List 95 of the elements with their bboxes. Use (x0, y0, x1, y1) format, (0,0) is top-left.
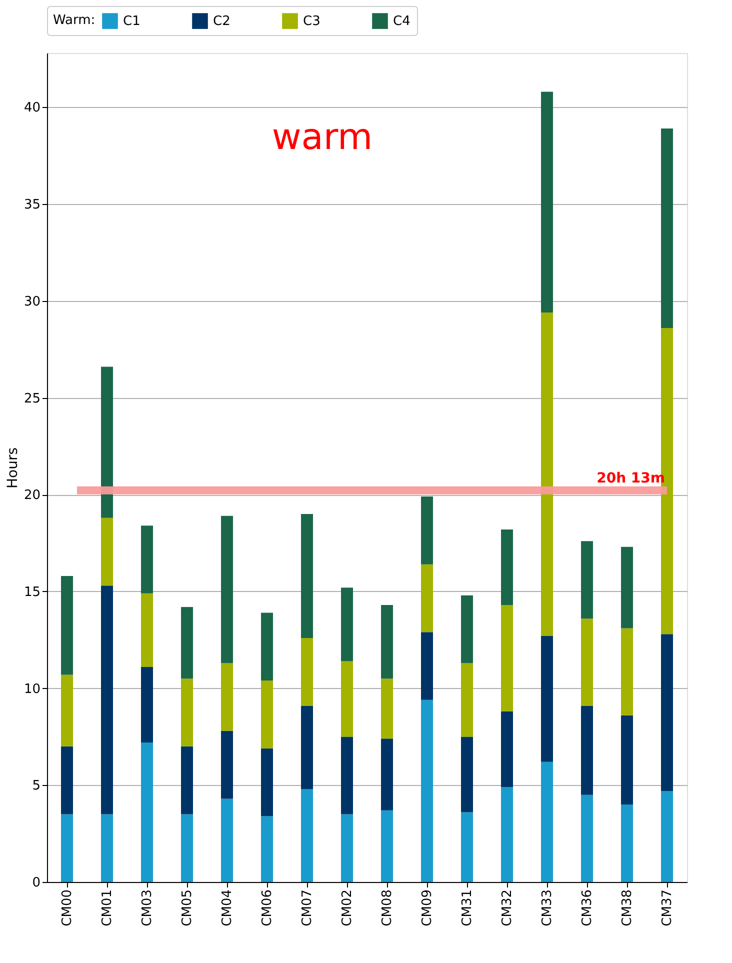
bar (501, 712, 513, 788)
bar (341, 736, 353, 814)
bar (341, 661, 353, 737)
bar (341, 588, 353, 662)
bar (141, 593, 153, 667)
annotation: warm (272, 117, 373, 158)
bar (541, 762, 553, 882)
bar (621, 546, 633, 628)
bar (181, 606, 193, 679)
bar (621, 715, 633, 805)
x-tick-label: CM36 (580, 890, 595, 926)
bar (381, 810, 393, 882)
bar (101, 366, 113, 518)
bar (501, 605, 513, 712)
x-tick-label: CM01 (100, 890, 115, 926)
bar (541, 312, 553, 636)
bar (221, 663, 233, 731)
bar (301, 638, 313, 706)
y-tick-label: 0 (32, 876, 40, 890)
bar (181, 678, 193, 746)
bar (301, 514, 313, 638)
bar (221, 730, 233, 799)
x-tick-label: CM07 (300, 890, 315, 926)
y-tick-label: 20 (24, 488, 40, 504)
bar (221, 516, 233, 664)
x-tick-label: CM03 (140, 890, 155, 926)
x-tick-label: CM31 (460, 890, 475, 926)
y-tick-label: 25 (24, 391, 40, 406)
y-tick-label: 35 (24, 198, 40, 213)
bar (421, 632, 433, 700)
bar (61, 674, 73, 746)
bar (101, 586, 113, 814)
y-tick-label: 5 (32, 778, 40, 794)
bar (621, 628, 633, 716)
x-tick-label: CM06 (260, 890, 275, 926)
bar (501, 529, 513, 606)
bar (581, 706, 593, 795)
x-tick-label: CM08 (380, 890, 395, 926)
x-tick-label: CM05 (180, 890, 195, 926)
legend-label: C2 (213, 14, 230, 30)
bar (61, 746, 73, 814)
bar (461, 595, 473, 664)
bar (421, 496, 433, 564)
x-tick-label: CM02 (340, 890, 355, 926)
y-tick-label: 15 (24, 584, 40, 600)
bar (141, 742, 153, 882)
x-tick-label: CM32 (500, 890, 515, 926)
bar (621, 804, 633, 882)
legend-label: C1 (123, 14, 140, 30)
bar (141, 667, 153, 743)
bar (341, 814, 353, 882)
legend-title: Warm: (53, 13, 96, 28)
bar (381, 605, 393, 679)
bar (141, 526, 153, 594)
bar (261, 680, 273, 748)
bar (461, 663, 473, 737)
bar (381, 738, 393, 810)
bar (541, 636, 553, 762)
legend-label: C3 (303, 14, 320, 30)
y-tick-label: 30 (24, 294, 40, 310)
bar (581, 794, 593, 882)
bar (61, 814, 73, 882)
bar (661, 128, 673, 328)
x-tick-label: CM38 (620, 890, 635, 926)
x-tick-label: CM04 (220, 890, 235, 926)
bar (261, 612, 273, 681)
bar (181, 814, 193, 882)
bar (261, 816, 273, 882)
y-axis-title: Hours (4, 447, 21, 489)
x-tick-label: CM37 (660, 890, 675, 926)
x-tick-label: CM09 (420, 890, 435, 926)
bar (421, 700, 433, 882)
legend-label: C4 (393, 14, 410, 30)
bar (261, 748, 273, 816)
x-tick-label: CM00 (60, 890, 75, 926)
bar (301, 706, 313, 790)
bar (421, 564, 433, 632)
bar (461, 812, 473, 882)
bar (501, 787, 513, 882)
bar (461, 736, 473, 812)
y-tick-label: 10 (24, 682, 40, 697)
bar (581, 541, 593, 619)
bar (61, 576, 73, 675)
y-tick-label: 40 (24, 100, 40, 116)
x-tick-label: CM33 (540, 890, 555, 926)
bar (661, 790, 673, 882)
bar (101, 814, 113, 882)
bar (541, 92, 553, 313)
bar (181, 746, 193, 814)
bar (221, 798, 233, 882)
bar (101, 518, 113, 586)
bar (381, 678, 393, 739)
bar (581, 618, 593, 706)
bar (661, 634, 673, 791)
bar (301, 789, 313, 882)
